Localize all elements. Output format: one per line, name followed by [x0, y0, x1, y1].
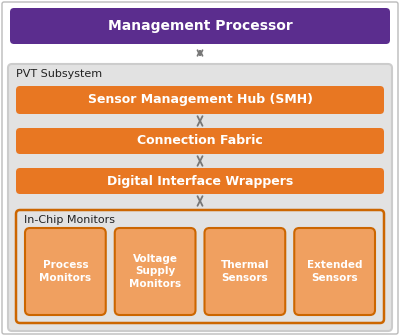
FancyBboxPatch shape [204, 228, 285, 315]
Text: PVT Subsystem: PVT Subsystem [16, 69, 102, 79]
FancyBboxPatch shape [16, 168, 384, 194]
FancyBboxPatch shape [115, 228, 196, 315]
Text: Management Processor: Management Processor [108, 19, 292, 33]
Text: Connection Fabric: Connection Fabric [137, 134, 263, 148]
FancyBboxPatch shape [16, 210, 384, 323]
Text: Sensor Management Hub (SMH): Sensor Management Hub (SMH) [88, 93, 312, 107]
FancyBboxPatch shape [10, 8, 390, 44]
Text: Thermal
Sensors: Thermal Sensors [221, 260, 269, 283]
FancyBboxPatch shape [16, 128, 384, 154]
Text: In-Chip Monitors: In-Chip Monitors [24, 215, 115, 225]
FancyBboxPatch shape [25, 228, 106, 315]
FancyBboxPatch shape [294, 228, 375, 315]
Text: Digital Interface Wrappers: Digital Interface Wrappers [107, 174, 293, 187]
Text: Voltage
Supply
Monitors: Voltage Supply Monitors [129, 254, 181, 289]
FancyBboxPatch shape [16, 86, 384, 114]
FancyBboxPatch shape [2, 2, 398, 334]
Text: Process
Monitors: Process Monitors [39, 260, 92, 283]
FancyBboxPatch shape [8, 64, 392, 331]
Text: Extended
Sensors: Extended Sensors [307, 260, 362, 283]
